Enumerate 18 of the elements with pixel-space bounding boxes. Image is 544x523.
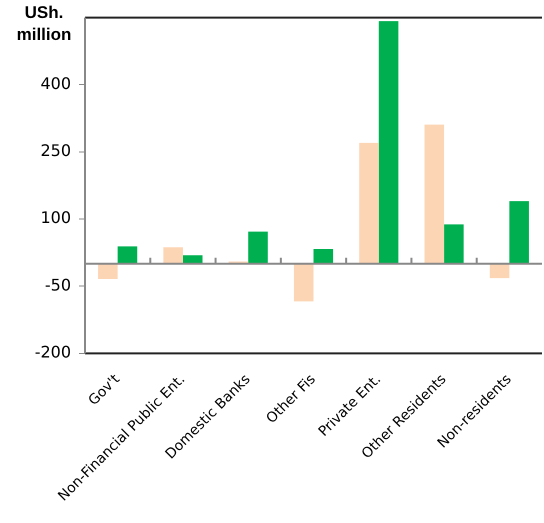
- bar: [490, 264, 510, 278]
- bar: [248, 232, 268, 264]
- y-tick-label: -200: [34, 342, 71, 362]
- bar: [444, 224, 464, 264]
- bar: [314, 249, 334, 264]
- bar: [163, 247, 183, 264]
- bar: [294, 264, 314, 302]
- bar: [118, 246, 138, 264]
- bar: [509, 201, 529, 264]
- bar: [424, 124, 444, 264]
- y-tick-label: 100: [40, 208, 71, 228]
- bar: [359, 142, 379, 264]
- bar: [98, 264, 118, 280]
- y-tick-label: -50: [44, 275, 71, 294]
- y-axis-title: USh. million: [16, 2, 72, 46]
- y-tick-label: 250: [40, 141, 71, 160]
- y-tick-label: 400: [40, 74, 71, 93]
- bar: [378, 21, 398, 264]
